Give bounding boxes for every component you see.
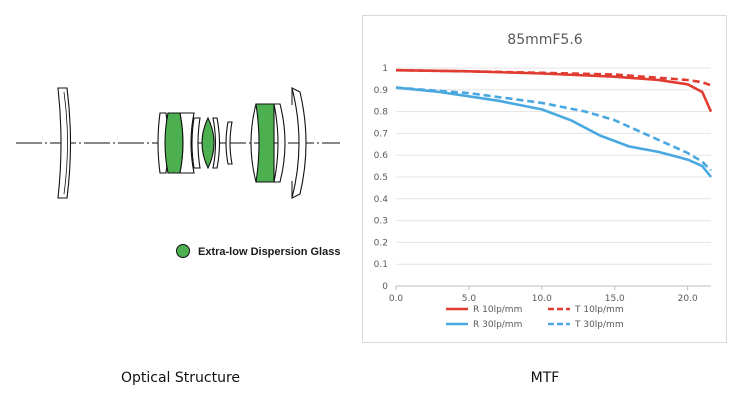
lens-diagram-svg: Extra-low Dispersion Glass <box>16 86 340 258</box>
series-line-t-30lp-mm <box>395 86 712 172</box>
y-tick-label: 0.6 <box>374 151 389 161</box>
y-tick-label: 0.1 <box>374 260 388 270</box>
mtf-chart-svg: 85mmF5.6 00.10.20.30.40.50.60.70.80.910.… <box>374 32 713 330</box>
series-line-r-10lp-mm <box>395 68 713 113</box>
y-tick-label: 0.5 <box>374 173 388 183</box>
y-tick-label: 0.4 <box>374 195 389 205</box>
legend-entry-label: T 30lp/mm <box>574 320 624 330</box>
lens-element-11 <box>291 86 307 200</box>
series-lines <box>395 68 713 178</box>
lens-element-4 <box>179 112 195 174</box>
grid-lines <box>395 67 711 290</box>
x-tick-label: 15.0 <box>605 294 625 304</box>
legend-entry-label: T 10lp/mm <box>574 305 624 315</box>
x-tick-label: 0.0 <box>389 294 404 304</box>
y-tick-label: 0.8 <box>374 108 389 118</box>
series-line-r-30lp-mm <box>395 86 713 178</box>
ed-glass-legend-icon <box>176 244 190 258</box>
axis-labels: 00.10.20.30.40.50.60.70.80.910.0 5.0 10.0 1… <box>374 64 698 304</box>
lens-element-1-inner <box>63 91 68 195</box>
caption-mtf: MTF <box>530 370 560 386</box>
y-tick-label: 0.2 <box>374 238 388 248</box>
x-tick-label: 20.0 <box>678 294 698 304</box>
chart-title: 85mmF5.6 <box>507 32 583 48</box>
mtf-chart-panel: 85mmF5.6 0 0.1 0.2 0.3 0.4 0.5 0.6 0.7 0.8 0.9 1 0.… <box>362 15 727 343</box>
x-tick-label: 5.0 <box>462 294 477 304</box>
lens-element-1 <box>57 87 72 199</box>
y-tick-label: 0 <box>382 282 388 292</box>
series-line-t-10lp-mm <box>395 68 712 87</box>
y-tick-label: 0.9 <box>374 86 389 96</box>
optical-structure-diagram: Extra-low Dispersion Glass <box>0 0 360 300</box>
legend-entry-label: R 30lp/mm <box>473 320 522 330</box>
lens-element-10 <box>273 103 286 183</box>
lens-element-6-ed <box>201 116 215 170</box>
lens-element-9-ed <box>255 103 275 183</box>
x-tick-label: 10.0 <box>532 294 552 304</box>
y-tick-label: 1 <box>382 64 388 74</box>
y-tick-label: 0.7 <box>374 129 388 139</box>
lens-element-8 <box>225 121 233 165</box>
lens-element-9-edge <box>250 103 257 183</box>
chart-legend: R 10lp/mm T 10lp/mm R 30lp/mm T 30lp/mm <box>446 305 624 330</box>
lens-element-5 <box>191 117 201 169</box>
lens-element-3-ed <box>164 112 184 174</box>
lens-element-7 <box>212 117 221 169</box>
legend-entry-label: R 10lp/mm <box>473 305 522 315</box>
caption-optical-structure: Optical Structure <box>120 370 241 386</box>
y-tick-label: 0.3 <box>374 217 388 227</box>
ed-glass-legend-label: Extra-low Dispersion Glass <box>198 246 340 258</box>
